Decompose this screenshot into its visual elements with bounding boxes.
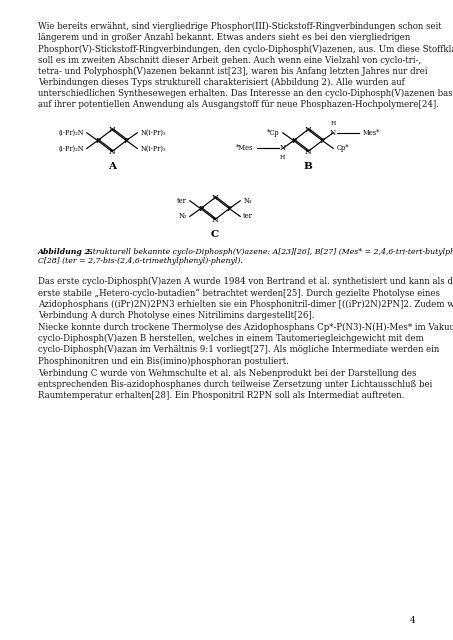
Text: Cp*: Cp* — [336, 145, 349, 152]
Text: Abbildung 2.: Abbildung 2. — [38, 248, 94, 255]
Text: Wie bereits erwähnt, sind viergliedrige Phosphor(III)-Stickstoff-Ringverbindunge: Wie bereits erwähnt, sind viergliedrige … — [38, 22, 442, 31]
Text: unterschiedlichen Synthesewegen erhalten. Das Interesse an den cyclo-Diphosph(V): unterschiedlichen Synthesewegen erhalten… — [38, 89, 453, 99]
Text: Strukturell bekannte cyclo-Diphosph(V)azene: A[23][26], B[27] (Mes* = 2,4,6-tri-: Strukturell bekannte cyclo-Diphosph(V)az… — [85, 248, 453, 255]
Text: C[28] (ter = 2,7-bis-(2,4,6-trimethylphenyl)-phenyl).: C[28] (ter = 2,7-bis-(2,4,6-trimethylphe… — [38, 257, 243, 266]
Text: N: N — [109, 125, 116, 134]
Text: N: N — [280, 145, 286, 152]
Text: *Cp: *Cp — [267, 129, 280, 137]
Text: Raumtemperatur erhalten[28]. Ein Phosponitril R2PN soll als Intermediat auftrete: Raumtemperatur erhalten[28]. Ein Phospon… — [38, 391, 405, 400]
Text: cyclo-Diphosph(V)azan im Verhältnis 9:1 vorliegt[27]. Als mögliche Intermediate : cyclo-Diphosph(V)azan im Verhältnis 9:1 … — [38, 346, 439, 355]
Text: N: N — [330, 129, 336, 137]
Text: P: P — [320, 136, 325, 145]
Text: Phosphinonitren und ein Bis(imino)phosphoran postuliert.: Phosphinonitren und ein Bis(imino)phosph… — [38, 356, 289, 365]
Text: N₂: N₂ — [178, 212, 187, 220]
Text: Mes*: Mes* — [362, 129, 380, 137]
Text: A: A — [108, 161, 116, 170]
Text: Azidophosphans ((iPr)2N)2PN3 erhielten sie ein Phosphonitril-dimer [((iPr)2N)2PN: Azidophosphans ((iPr)2N)2PN3 erhielten s… — [38, 300, 453, 308]
Text: H: H — [331, 122, 336, 126]
Text: C: C — [211, 230, 219, 239]
Text: cyclo-Diphosph(V)azen B herstellen, welches in einem Tautomeriegleichgewicht mit: cyclo-Diphosph(V)azen B herstellen, welc… — [38, 334, 424, 343]
Text: N: N — [212, 194, 218, 202]
Text: N(i-Pr)₂: N(i-Pr)₂ — [140, 129, 166, 137]
Text: Verbindung A durch Photolyse eines Nitrilimins dargestellt[26].: Verbindung A durch Photolyse eines Nitri… — [38, 311, 314, 320]
Text: P: P — [291, 136, 296, 145]
Text: Das erste cyclo-Diphosph(V)azen A wurde 1984 von Bertrand et al. synthetisiert u: Das erste cyclo-Diphosph(V)azen A wurde … — [38, 277, 453, 286]
Text: auf ihrer potentiellen Anwendung als Ausgangstoff für neue Phosphazen-Hochpolyme: auf ihrer potentiellen Anwendung als Aus… — [38, 100, 439, 109]
Text: längerem und in großer Anzahl bekannt. Etwas anders sieht es bei den viergliedri: längerem und in großer Anzahl bekannt. E… — [38, 33, 410, 42]
Text: erste stabile „Hetero-cyclo-butadien“ betrachtet werden[25]. Durch gezielte Phot: erste stabile „Hetero-cyclo-butadien“ be… — [38, 288, 440, 298]
Text: *Mes: *Mes — [236, 145, 254, 152]
Text: (i-Pr)₂N: (i-Pr)₂N — [58, 145, 84, 152]
Text: tetra- und Polyphosph(V)azenen bekannt ist[23], waren bis Anfang letzten Jahres : tetra- und Polyphosph(V)azenen bekannt i… — [38, 67, 428, 76]
Text: P: P — [227, 205, 232, 212]
Text: 4: 4 — [410, 616, 415, 625]
Text: Verbindungen dieses Typs strukturell charakterisiert (Abbildung 2). Alle wurden : Verbindungen dieses Typs strukturell cha… — [38, 78, 405, 87]
Text: soll es im zweiten Abschnitt dieser Arbeit gehen. Auch wenn eine Vielzahl von cy: soll es im zweiten Abschnitt dieser Arbe… — [38, 56, 421, 65]
Text: P: P — [124, 136, 129, 145]
Text: ter: ter — [243, 212, 253, 220]
Text: N: N — [109, 148, 116, 156]
Text: (i-Pr)₂N: (i-Pr)₂N — [58, 129, 84, 137]
Text: N: N — [304, 125, 311, 134]
Text: entsprechenden Bis-azidophosphanes durch teilweise Zersetzung unter Lichtausschl: entsprechenden Bis-azidophosphanes durch… — [38, 380, 432, 389]
Text: Verbindung C wurde von Wehmschulte et al. als Nebenprodukt bei der Darstellung d: Verbindung C wurde von Wehmschulte et al… — [38, 369, 416, 378]
Text: P: P — [95, 136, 100, 145]
Text: N: N — [212, 216, 218, 223]
Text: N(i-Pr)₂: N(i-Pr)₂ — [140, 145, 166, 152]
Text: H: H — [280, 155, 285, 160]
Text: Niecke konnte durch trockene Thermolyse des Azidophosphans Cp*-P(N3)-N(H)-Mes* i: Niecke konnte durch trockene Thermolyse … — [38, 323, 453, 332]
Text: P: P — [198, 205, 203, 212]
Text: ter: ter — [177, 196, 187, 205]
Text: B: B — [304, 161, 313, 170]
Text: N: N — [304, 148, 311, 156]
Text: Phosphor(V)-Stickstoff-Ringverbindungen, den cyclo-Diphosph(V)azenen, aus. Um di: Phosphor(V)-Stickstoff-Ringverbindungen,… — [38, 44, 453, 54]
Text: N₃: N₃ — [243, 196, 252, 205]
